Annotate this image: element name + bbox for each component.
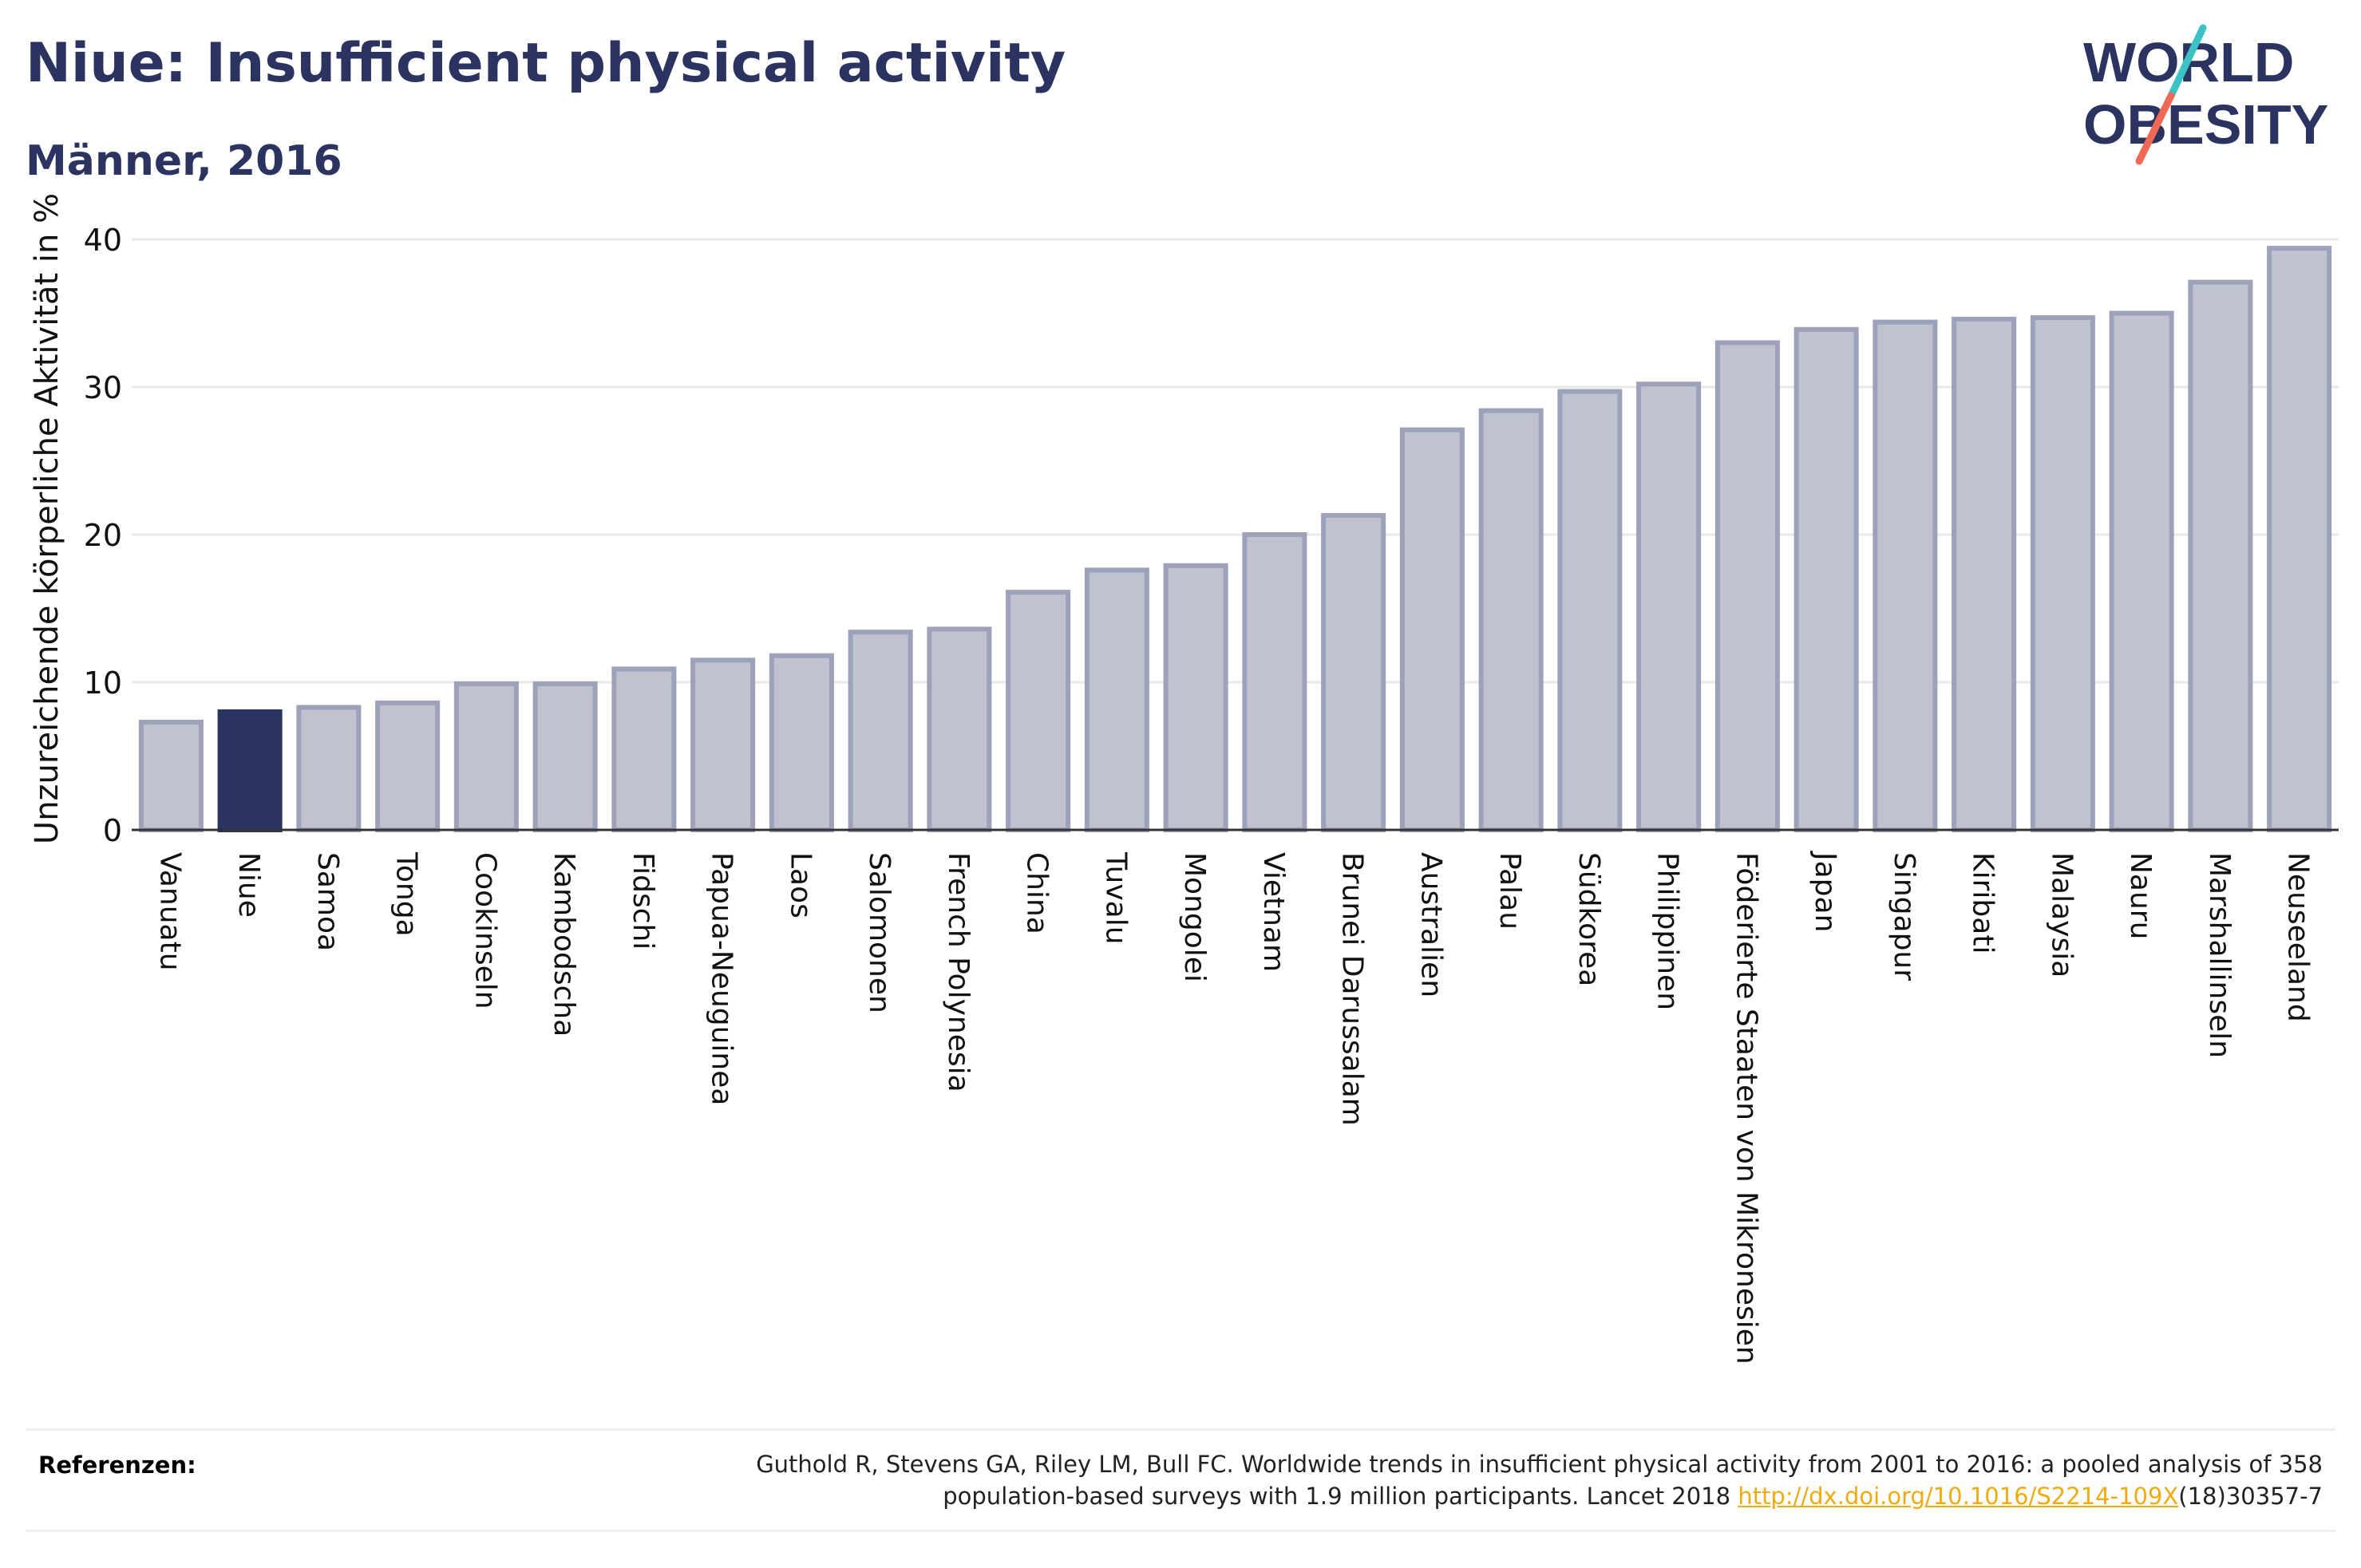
bar-brunei-darussalam — [1321, 512, 1386, 832]
y-tick-label: 0 — [103, 813, 122, 848]
x-tick-label: Nauru — [2124, 852, 2157, 939]
bar-philippinen — [1636, 381, 1702, 832]
y-tick-label: 10 — [84, 666, 122, 701]
references-section: Referenzen: Guthold R, Stevens GA, Riley… — [26, 1428, 2335, 1532]
bar-japan — [1793, 326, 1859, 833]
bar-südkorea — [1557, 389, 1623, 832]
x-tick-label: Malaysia — [2045, 852, 2078, 978]
references-label: Referenzen: — [38, 1451, 196, 1479]
x-tick-label: Salomonen — [863, 852, 896, 1013]
reference-line1: Guthold R, Stevens GA, Riley LM, Bull FC… — [756, 1451, 2323, 1478]
bar-vanuatu — [138, 719, 204, 833]
x-tick-label: Vanuatu — [153, 852, 186, 971]
x-tick-label: Kiribati — [1967, 852, 1999, 954]
page-subtitle: Männer, 2016 — [26, 137, 342, 185]
x-tick-label: Vietnam — [1257, 852, 1290, 972]
references-text: Guthold R, Stevens GA, Riley LM, Bull FC… — [487, 1448, 2323, 1512]
bar-laos — [769, 653, 834, 833]
bar-kiribati — [1952, 316, 2017, 832]
doi-link[interactable]: http://dx.doi.org/10.1016/S2214-109X — [1738, 1483, 2179, 1510]
x-tick-label: Japan — [1809, 851, 1841, 932]
x-tick-label: Tonga — [390, 851, 423, 937]
x-tick-label: Kambodscha — [548, 852, 580, 1037]
bar-nauru — [2109, 310, 2174, 832]
x-tick-label: Südkorea — [1572, 852, 1605, 986]
x-tick-label: Föderierte Staaten von Mikronesien — [1730, 852, 1762, 1365]
bar-niue — [217, 709, 283, 832]
x-tick-label: Singapur — [1888, 852, 1920, 981]
x-tick-label: China — [1021, 852, 1054, 934]
x-tick-label: Samoa — [311, 852, 344, 951]
bar-singapur — [1873, 319, 1938, 833]
bar-kambodscha — [532, 681, 598, 832]
x-tick-label: Cookinseln — [469, 852, 501, 1009]
reference-line2-suffix: (18)30357-7 — [2178, 1483, 2323, 1510]
bar-fidschi — [611, 666, 677, 832]
page-title: Niue: Insufficient physical activity — [26, 32, 1066, 95]
y-tick-label: 40 — [84, 223, 122, 258]
bar-marshallinseln — [2188, 279, 2253, 832]
bar-mongolei — [1163, 563, 1228, 832]
bar-australien — [1399, 427, 1465, 833]
world-obesity-logo: WORLD OBESITY — [2083, 24, 2328, 165]
x-tick-label: Palau — [1493, 852, 1526, 930]
x-tick-label: Marshallinseln — [2203, 852, 2236, 1058]
y-axis-label: Unzureichende körperliche Aktivität in % — [29, 193, 65, 844]
y-tick-label: 30 — [84, 370, 122, 405]
bar-malaysia — [2030, 315, 2095, 832]
x-tick-label: Laos — [784, 852, 817, 918]
logo-slash-coral — [2135, 92, 2175, 165]
x-tick-label: Neuseeland — [2282, 852, 2315, 1022]
bar-palau — [1478, 408, 1544, 832]
bar-chart: 0 10 20 30 40 Vanuatu Niue Samoa Tonga Cookinsel… — [29, 193, 2339, 1365]
bar-tonga — [375, 700, 441, 833]
bar-french-polynesia — [927, 626, 992, 833]
logo-slash-teal — [2167, 24, 2207, 100]
bar-salomonen — [848, 630, 913, 832]
x-tick-label: Niue — [232, 852, 265, 918]
bar-cookinseln — [453, 681, 519, 832]
x-tick-label: Fidschi — [627, 852, 659, 950]
reference-line2-prefix: population-based surveys with 1.9 millio… — [943, 1483, 1738, 1510]
bar-tuvalu — [1084, 567, 1149, 833]
bar-föderierte-staaten-von-mikronesien — [1714, 340, 1780, 832]
bar-samoa — [296, 705, 362, 833]
x-tick-label: Tuvalu — [1099, 851, 1132, 945]
x-tick-label: French Polynesia — [942, 852, 975, 1092]
bar-china — [1006, 590, 1071, 833]
x-tick-label: Brunei Darussalam — [1336, 852, 1369, 1126]
bar-layer — [138, 246, 2332, 833]
logo-text-line2: OBESITY — [2083, 93, 2328, 156]
x-tick-label: Mongolei — [1178, 852, 1211, 982]
y-tick-layer: 0 10 20 30 40 — [84, 223, 122, 848]
x-tick-label: Philippinen — [1651, 852, 1684, 1010]
bar-neuseeland — [2267, 246, 2332, 833]
x-tick-layer: Vanuatu Niue Samoa Tonga Cookinseln Kambodsch… — [153, 851, 2314, 1365]
x-tick-label: Australien — [1414, 852, 1447, 997]
x-tick-label: Papua-Neuguinea — [706, 852, 738, 1105]
y-tick-label: 20 — [84, 518, 122, 553]
bar-vietnam — [1242, 532, 1307, 832]
bar-papua-neuguinea — [690, 658, 756, 832]
